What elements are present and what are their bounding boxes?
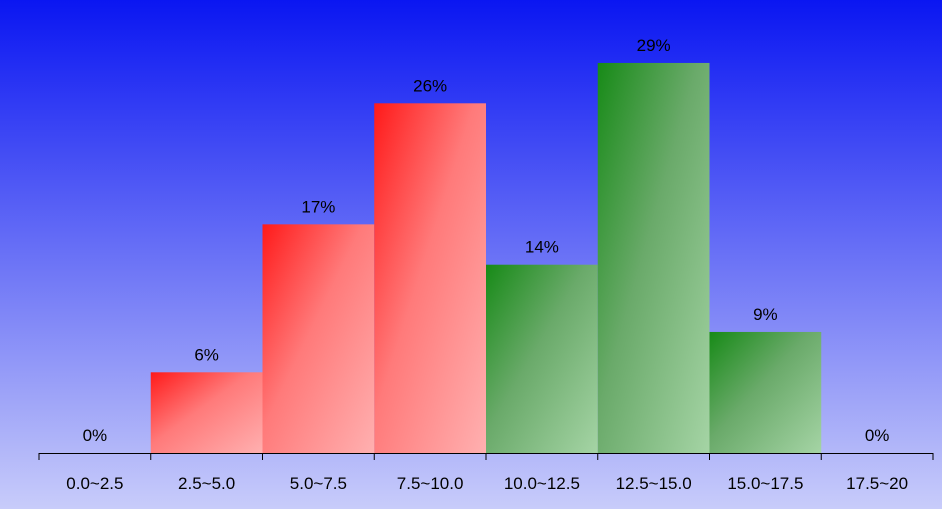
tick-label-10.0~12.5: 10.0~12.5 [504, 474, 580, 493]
data-labels-layer: 0% 6% 17% 26% 14% 29% 9% 0% [83, 36, 890, 445]
tick-label-7.5~10.0: 7.5~10.0 [397, 474, 464, 493]
tick-label-15.0~17.5: 15.0~17.5 [727, 474, 803, 493]
bar-12.5~15.0 [597, 62, 710, 453]
x-axis: 0.0~2.5 2.5~5.0 5.0~7.5 7.5~10.0 10.0~12.5 12… [38, 453, 934, 493]
data-label-12.5~15.0: 29% [637, 36, 671, 55]
data-label-17.5~20: 0% [865, 426, 890, 445]
tick-label-12.5~15.0: 12.5~15.0 [616, 474, 692, 493]
tick-label-2.5~5.0: 2.5~5.0 [178, 474, 235, 493]
data-label-15.0~17.5: 9% [753, 305, 778, 324]
data-label-5.0~7.5: 17% [301, 197, 335, 216]
tick-label-0.0~2.5: 0.0~2.5 [66, 474, 123, 493]
bars-layer [150, 62, 822, 454]
bar-2.5~5.0 [150, 372, 263, 453]
bar-15.0~17.5 [709, 331, 822, 453]
bar-10.0~12.5 [486, 264, 598, 453]
data-label-0.0~2.5: 0% [83, 426, 108, 445]
bar-7.5~10.0 [374, 103, 486, 454]
data-label-2.5~5.0: 6% [194, 345, 219, 364]
bar-5.0~7.5 [262, 224, 375, 453]
tick-label-17.5~20: 17.5~20 [846, 474, 908, 493]
data-label-7.5~10.0: 26% [413, 76, 447, 95]
data-label-10.0~12.5: 14% [525, 238, 559, 257]
tick-label-5.0~7.5: 5.0~7.5 [290, 474, 347, 493]
